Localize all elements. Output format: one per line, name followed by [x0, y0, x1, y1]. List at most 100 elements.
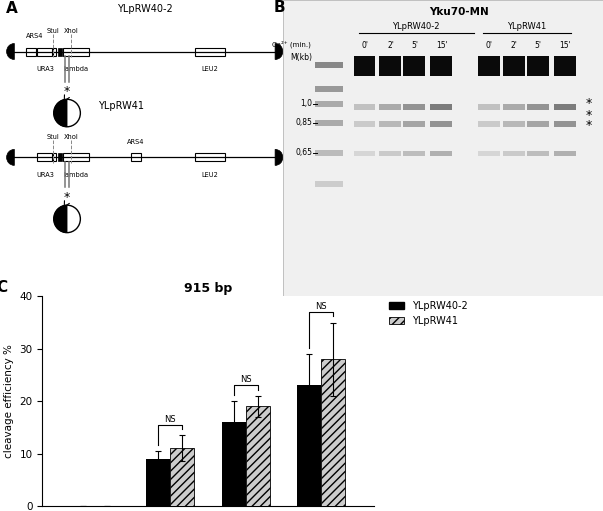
Bar — [52, 153, 56, 161]
Bar — [403, 56, 425, 76]
Bar — [222, 422, 246, 506]
Bar — [63, 48, 89, 56]
Bar — [379, 151, 401, 156]
Text: M(kb): M(kb) — [290, 53, 312, 62]
Title: 915 bp: 915 bp — [184, 282, 232, 295]
Bar — [554, 151, 576, 156]
Bar — [527, 56, 549, 76]
Bar — [478, 56, 500, 76]
Bar — [527, 104, 549, 110]
Wedge shape — [54, 99, 67, 127]
Text: YLpRW41: YLpRW41 — [507, 22, 546, 31]
Legend: YLpRW40-2, YLpRW41: YLpRW40-2, YLpRW41 — [385, 297, 471, 330]
Bar — [315, 86, 343, 92]
Bar — [431, 56, 452, 76]
Text: lambda: lambda — [63, 66, 89, 73]
Text: C: C — [0, 280, 7, 295]
Bar — [315, 181, 343, 187]
Bar — [504, 121, 525, 127]
Bar — [527, 121, 549, 127]
Text: lambda: lambda — [63, 172, 89, 178]
Text: 0': 0' — [485, 41, 492, 50]
Text: YLpRW41: YLpRW41 — [98, 101, 144, 111]
Text: StuI: StuI — [46, 28, 59, 34]
Text: *: * — [586, 120, 592, 132]
Text: LEU2: LEU2 — [201, 172, 218, 178]
Text: 15': 15' — [436, 41, 447, 50]
Bar — [63, 153, 89, 161]
Bar — [37, 48, 51, 56]
Text: A: A — [6, 2, 17, 16]
Text: StuI: StuI — [46, 134, 59, 140]
Text: *: * — [64, 191, 70, 204]
Bar — [527, 151, 549, 156]
Wedge shape — [7, 43, 14, 59]
Bar — [554, 104, 576, 110]
Bar — [431, 121, 452, 127]
Bar — [315, 62, 343, 68]
Bar — [315, 150, 343, 155]
Bar — [379, 121, 401, 127]
Text: ARS4: ARS4 — [27, 34, 44, 39]
Text: 2': 2' — [387, 41, 394, 50]
Bar — [297, 385, 321, 506]
Bar — [37, 153, 51, 161]
Bar — [147, 459, 171, 506]
Text: 0,65: 0,65 — [295, 148, 312, 157]
Bar — [315, 120, 343, 126]
Text: Yku70-MN: Yku70-MN — [429, 7, 489, 17]
Bar — [478, 104, 500, 110]
Text: 5': 5' — [534, 41, 541, 50]
Text: XhoI: XhoI — [64, 28, 78, 34]
Bar — [131, 153, 140, 161]
Text: 1,0: 1,0 — [300, 99, 312, 108]
Bar — [171, 448, 195, 506]
Text: XhoI: XhoI — [64, 134, 78, 140]
Bar — [354, 56, 376, 76]
Text: *: * — [64, 85, 70, 98]
Bar — [403, 104, 425, 110]
Text: 2': 2' — [510, 41, 517, 50]
Text: URA3: URA3 — [36, 172, 54, 178]
Text: *: * — [586, 97, 592, 110]
Bar — [403, 151, 425, 156]
Bar — [554, 121, 576, 127]
Text: NS: NS — [165, 414, 176, 424]
Bar — [354, 151, 376, 156]
Text: 15': 15' — [559, 41, 570, 50]
Bar — [354, 104, 376, 110]
Bar — [52, 48, 56, 56]
Text: YLpRW40-2: YLpRW40-2 — [117, 4, 172, 14]
Text: YLpRW40-2: YLpRW40-2 — [393, 22, 440, 31]
Bar — [246, 406, 270, 506]
Bar — [504, 104, 525, 110]
Bar — [321, 359, 346, 506]
Bar — [504, 151, 525, 156]
Bar — [58, 48, 62, 56]
Bar — [195, 153, 225, 161]
Text: Ca²⁺ (min.): Ca²⁺ (min.) — [272, 41, 311, 49]
Wedge shape — [7, 149, 14, 166]
Text: NS: NS — [315, 302, 327, 311]
Bar — [478, 151, 500, 156]
Circle shape — [54, 99, 80, 127]
Bar — [403, 121, 425, 127]
Bar — [431, 151, 452, 156]
Text: *: * — [586, 109, 592, 122]
Bar — [354, 121, 376, 127]
Bar — [379, 104, 401, 110]
Text: LEU2: LEU2 — [201, 66, 218, 73]
Bar — [26, 48, 36, 56]
Text: 5': 5' — [411, 41, 418, 50]
Bar — [315, 101, 343, 107]
Bar — [195, 48, 225, 56]
Bar — [379, 56, 401, 76]
Text: URA3: URA3 — [36, 66, 54, 73]
Y-axis label: cleavage efficiency %: cleavage efficiency % — [4, 344, 14, 458]
Bar — [58, 153, 62, 161]
Wedge shape — [54, 205, 67, 233]
Bar — [554, 56, 576, 76]
Bar — [504, 56, 525, 76]
Text: ARS4: ARS4 — [127, 140, 144, 145]
Text: NS: NS — [240, 376, 251, 384]
